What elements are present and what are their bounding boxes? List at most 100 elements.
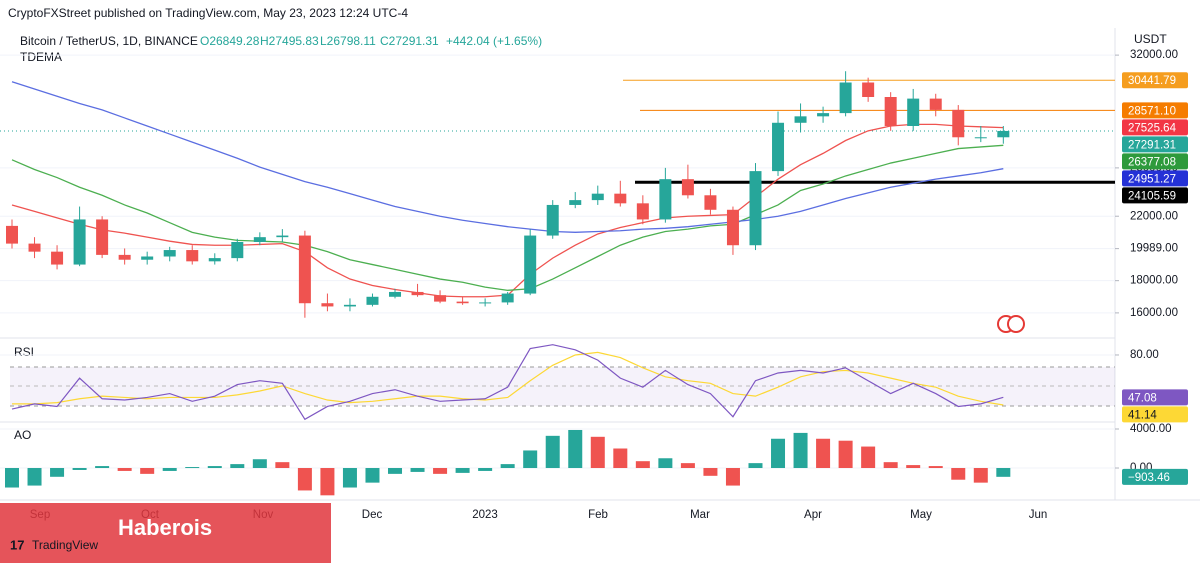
ao-bar (771, 438, 786, 469)
ao-bar (365, 468, 380, 483)
candle-body (73, 219, 86, 265)
price-tag (1122, 187, 1188, 204)
candle-body (839, 82, 852, 114)
price-tag-label: 24105.59 (1128, 190, 1176, 202)
candle-body (772, 122, 785, 172)
watermark-box (0, 503, 331, 563)
candle-body (276, 235, 289, 238)
ohlc-high: H27495.83 (260, 34, 319, 48)
ao-bar (838, 440, 853, 469)
price-tag (1122, 72, 1188, 89)
ohlc-close: C27291.31 (380, 34, 439, 48)
brand-logo: 17 (10, 537, 24, 552)
candle-body (51, 251, 64, 265)
x-tick-label: Mar (690, 509, 710, 521)
candle-body (501, 293, 514, 303)
ao-bar (455, 468, 470, 473)
candle-body (389, 291, 402, 297)
candle-body (186, 250, 199, 262)
candle-body (6, 225, 18, 244)
price-tag (1122, 406, 1188, 423)
price-tag-label: 27525.64 (1128, 122, 1177, 134)
price-tag-label: 47.08 (1128, 392, 1157, 404)
ao-bar (95, 466, 110, 469)
ao-bar (951, 468, 966, 480)
candle-body (862, 82, 875, 97)
ao-bar (590, 436, 605, 469)
candle-body (817, 113, 830, 117)
ao-bar (500, 464, 515, 469)
published-line: CryptoFXStreet published on TradingView.… (8, 6, 408, 20)
ao-bar (275, 462, 290, 469)
ao-bar (816, 438, 831, 469)
candle-body (884, 97, 897, 126)
x-tick-label: 2023 (472, 509, 498, 521)
candle-body (726, 209, 739, 246)
rsi-line (12, 351, 1004, 406)
price-tag (1122, 136, 1188, 153)
ao-bar (793, 432, 808, 469)
price-tag-label: 28571.10 (1128, 105, 1176, 117)
candle-body (636, 203, 649, 220)
ao-bar (27, 468, 42, 486)
brand: TradingView (32, 538, 98, 552)
price-tag-label: 27291.31 (1128, 139, 1176, 151)
candle-body (366, 296, 379, 305)
currency: USDT (1134, 32, 1167, 46)
ao-bar (162, 468, 177, 471)
candle-body (591, 193, 604, 201)
marks: 16000.0018000.0019989.0022000.0025000.00… (0, 49, 1188, 521)
x-tick-label: Feb (588, 509, 608, 521)
candle-body (208, 258, 221, 262)
price-tag (1122, 170, 1188, 187)
candle-body (141, 256, 154, 260)
candle-body (952, 109, 965, 138)
price-tag (1122, 119, 1188, 136)
candle-body (974, 137, 987, 139)
indicator-name: TDEMA (20, 50, 62, 64)
price-tag (1122, 468, 1188, 485)
watermark: Haberois (118, 515, 212, 540)
ao-bar (297, 468, 312, 491)
price-tag (1122, 102, 1188, 119)
candle-body (681, 179, 694, 196)
ao-bar (478, 468, 493, 471)
y-tick-label: 80.00 (1130, 349, 1159, 361)
ao-bar (568, 429, 583, 469)
ao-title: AO (14, 428, 31, 442)
candle-body (704, 195, 717, 210)
candle-body (907, 98, 920, 126)
ao-bar (883, 462, 898, 469)
price-tag-label: 24951.27 (1128, 173, 1176, 185)
news-icon (997, 315, 1025, 333)
candle-body (929, 98, 942, 110)
price-tag-label: −903.46 (1128, 472, 1170, 484)
rsi-line (11, 344, 1004, 421)
candle-body (231, 242, 244, 259)
ao-bar (5, 468, 19, 488)
candle-body (749, 171, 762, 246)
ao-bar (50, 468, 65, 477)
change: +442.04 (+1.65%) (446, 34, 542, 48)
y-tick-label: 22000.00 (1130, 210, 1178, 222)
candle-body (96, 219, 109, 255)
price-tag-label: 26377.08 (1128, 156, 1176, 168)
ao-bar (117, 468, 132, 471)
candle-body (298, 235, 311, 304)
icon-circle (1007, 315, 1025, 333)
ao-bar (230, 464, 245, 469)
candle-body (546, 204, 559, 236)
ao-bar (388, 468, 403, 474)
ao-bar (185, 467, 200, 469)
symbol: Bitcoin / TetherUS, 1D, BINANCE (20, 34, 198, 48)
ao-bar (928, 466, 943, 469)
ao-bar (410, 468, 425, 472)
candle-body (997, 130, 1010, 138)
ao-bar (973, 468, 988, 483)
candle-body (456, 301, 469, 304)
x-tick-label: Apr (804, 509, 822, 521)
moving-average (11, 144, 1004, 291)
